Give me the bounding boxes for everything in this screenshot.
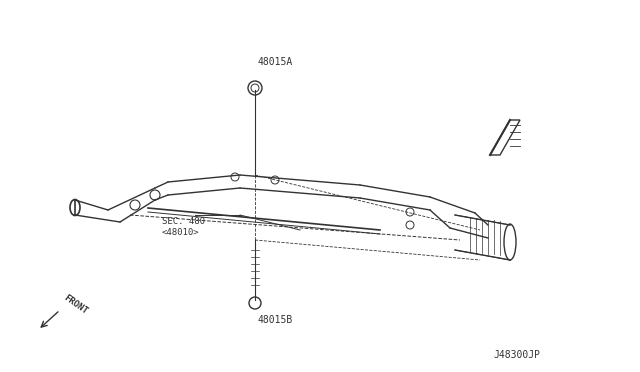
Text: SEC. 480: SEC. 480 (162, 217, 205, 225)
Text: 48015B: 48015B (258, 315, 293, 325)
Text: <48010>: <48010> (162, 228, 200, 237)
Text: FRONT: FRONT (62, 294, 89, 317)
Text: J48300JP: J48300JP (493, 350, 540, 360)
Text: 48015A: 48015A (258, 57, 293, 67)
